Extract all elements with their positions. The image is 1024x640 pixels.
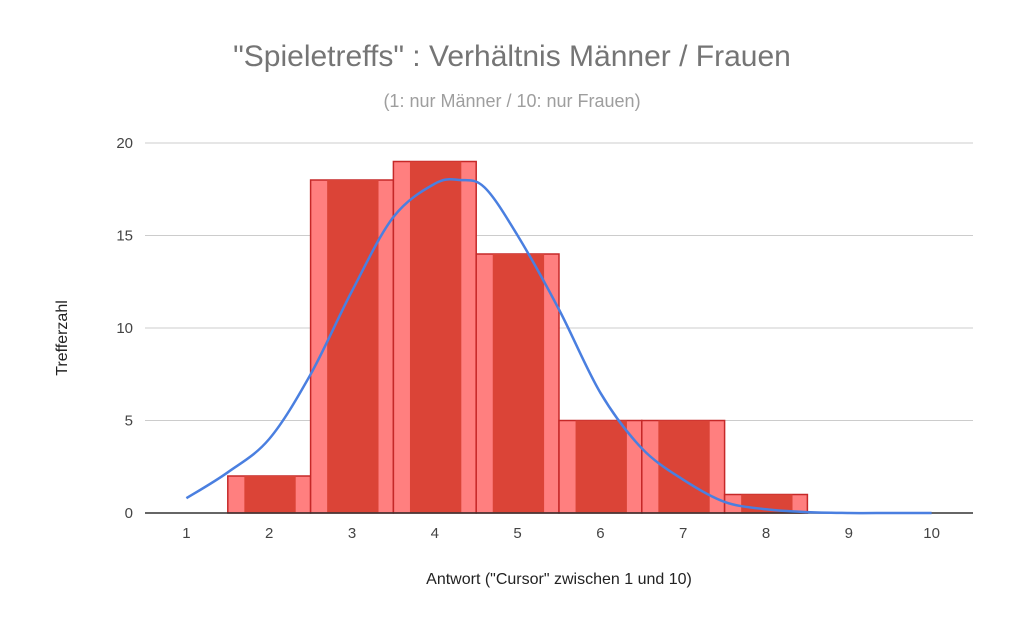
y-tick-label: 5: [125, 413, 133, 430]
x-tick-label: 2: [265, 525, 273, 542]
histogram-bar-inner-7: [658, 420, 710, 513]
x-tick-label: 6: [596, 525, 604, 542]
x-tick-label: 10: [923, 525, 940, 542]
x-tick-label: 3: [348, 525, 356, 542]
histogram-bar-inner-6: [575, 420, 627, 513]
x-axis-label: Antwort ("Cursor" zwischen 1 und 10): [426, 571, 692, 588]
y-tick-label: 20: [116, 135, 133, 152]
density-curve: [185, 178, 932, 515]
chart-title: "Spieletreffs" : Verhältnis Männer / Fra…: [233, 40, 791, 73]
x-tick-label: 5: [513, 525, 521, 542]
histogram-bar-inner-4: [409, 161, 462, 513]
y-tick-label: 15: [116, 228, 133, 245]
chart-subtitle: (1: nur Männer / 10: nur Frauen): [383, 91, 641, 111]
y-tick-label: 0: [125, 505, 133, 522]
x-tick-label: 4: [431, 525, 439, 542]
histogram-bar-inner-2: [244, 476, 296, 513]
x-tick-label: 7: [679, 525, 687, 542]
x-tick-label: 9: [845, 525, 853, 542]
histogram-bar-inner-5: [492, 254, 545, 513]
y-tick-label: 10: [116, 320, 133, 337]
histogram-bar-inner-3: [327, 180, 379, 513]
x-tick-label: 1: [182, 525, 190, 542]
x-tick-label: 8: [762, 525, 770, 542]
